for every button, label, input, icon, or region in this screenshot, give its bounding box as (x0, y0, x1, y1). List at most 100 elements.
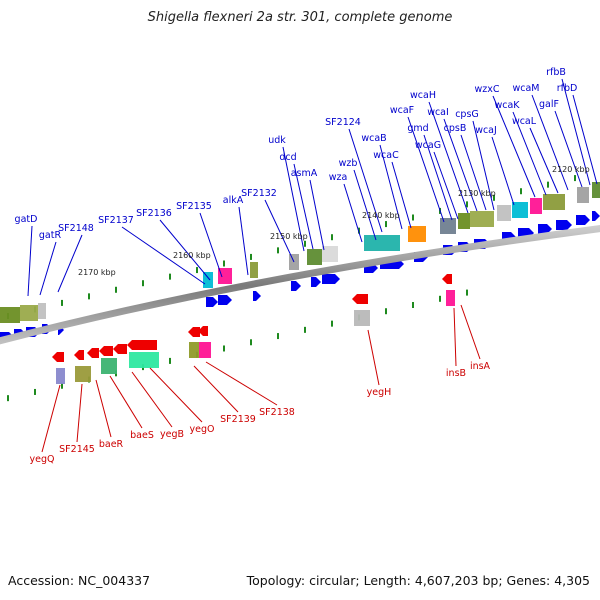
gene-label-galf: galF (539, 99, 559, 110)
leader-line (433, 151, 459, 220)
feature-box (189, 342, 199, 358)
leader-line (95, 379, 112, 438)
feature-box (512, 202, 528, 218)
leader-line (238, 206, 249, 276)
gene-label-wzb: wzb (339, 158, 358, 169)
gene-label-wcam: wcaM (512, 83, 539, 94)
forward-gene-arrow (218, 295, 232, 305)
scale-label: 2160 kbp (173, 251, 211, 260)
gene-label-yego: yegO (190, 424, 215, 435)
feature-box (199, 342, 211, 358)
leader-line (109, 375, 143, 429)
forward-gene-arrow (556, 220, 572, 230)
feature-box (530, 198, 542, 214)
feature-box (408, 226, 426, 242)
gene-label-baes: baeS (130, 430, 154, 441)
leader-line (391, 161, 412, 229)
leader-line (407, 116, 445, 223)
leader-line (343, 183, 363, 243)
gene-label-wcai: wcaI (427, 107, 449, 118)
feature-box (446, 290, 455, 306)
gene-label-wcal: wcaL (512, 116, 537, 127)
feature-box (250, 262, 258, 278)
leader-line (199, 212, 223, 278)
leader-line (159, 219, 211, 281)
leader-line (293, 163, 314, 250)
gene-label-yegb: yegB (160, 429, 184, 440)
reverse-gene-arrow (113, 344, 127, 354)
feature-box (364, 235, 400, 251)
scale-label: 2170 kbp (78, 268, 116, 277)
leader-line (379, 144, 403, 230)
feature-box (354, 310, 370, 326)
feature-box (20, 305, 38, 321)
leader-line (27, 225, 33, 297)
gene-label-sf2139: SF2139 (220, 414, 256, 425)
leader-line (492, 95, 536, 198)
feature-box (592, 182, 600, 198)
leader-line (472, 120, 495, 211)
leader-line (131, 371, 173, 428)
feature-box-layer (0, 182, 600, 384)
gene-label-baer: baeR (99, 439, 124, 450)
feature-box (458, 213, 470, 229)
leader-line (491, 136, 515, 206)
leader-line-layer (27, 78, 598, 453)
feature-box (218, 268, 232, 284)
leader-line (76, 383, 83, 443)
leader-line (460, 134, 487, 211)
leader-line (353, 169, 377, 241)
reverse-gene-arrow (198, 326, 208, 336)
leader-line (348, 128, 383, 233)
gene-label-sf2124: SF2124 (325, 117, 361, 128)
scale-label: 2150 kbp (270, 232, 308, 241)
map-title: Shigella flexneri 2a str. 301, complete … (147, 10, 453, 25)
forward-gene-arrow (291, 281, 301, 291)
feature-box (307, 249, 322, 265)
gene-label-wcac: wcaC (373, 150, 399, 161)
gene-label-udk: udk (268, 135, 286, 146)
gene-label-asma: asmA (291, 168, 318, 179)
leader-line (428, 101, 469, 214)
feature-box (577, 187, 589, 203)
leader-line (453, 307, 457, 367)
gene-label-yegh: yegH (367, 387, 392, 398)
topology-text: Topology: circular; Length: 4,607,203 bp… (246, 573, 590, 588)
reverse-gene-arrow (87, 348, 99, 358)
feature-box (0, 307, 20, 323)
gene-label-wcah: wcaH (410, 90, 436, 101)
reverse-gene-arrow (352, 294, 368, 304)
leader-line (41, 384, 61, 453)
forward-gene-arrow (592, 211, 600, 221)
gene-label-wcag: wcaG (415, 140, 441, 151)
leader-line (57, 234, 83, 293)
gene-label-wza: wza (329, 172, 348, 183)
forward-gene-arrow (311, 277, 321, 287)
reverse-gene-arrow (127, 340, 157, 350)
scale-label: 2130 kbp (458, 189, 496, 198)
gene-label-sf2132: SF2132 (241, 188, 277, 199)
gene-label-gatr: gatR (39, 230, 62, 241)
forward-gene-arrow (253, 291, 261, 301)
leader-line (205, 361, 278, 406)
gene-label-gmd: gmd (407, 123, 428, 134)
gene-label-wcab: wcaB (361, 133, 386, 144)
leader-line (460, 304, 481, 360)
gene-label-alka: alkA (223, 195, 244, 206)
feature-box (101, 358, 117, 374)
gene-label-sf2137: SF2137 (98, 215, 134, 226)
leader-line (423, 134, 453, 221)
feature-box (129, 352, 159, 368)
gene-label-sf2148: SF2148 (58, 223, 94, 234)
leader-line (39, 241, 57, 296)
gene-label-sf2135: SF2135 (176, 201, 212, 212)
reverse-gene-arrow (74, 350, 84, 360)
gene-label-sf2136: SF2136 (136, 208, 172, 219)
forward-gene-arrow (538, 224, 552, 234)
genome-backbone (0, 225, 600, 345)
tick-layer (7, 175, 576, 402)
label-layer: 2170 kbp 2160 kbp 2150 kbp 2140 kbp 2130 kbp… (15, 67, 590, 465)
leader-line (572, 94, 598, 185)
leader-line (121, 226, 206, 285)
reverse-gene-arrow (442, 274, 452, 284)
